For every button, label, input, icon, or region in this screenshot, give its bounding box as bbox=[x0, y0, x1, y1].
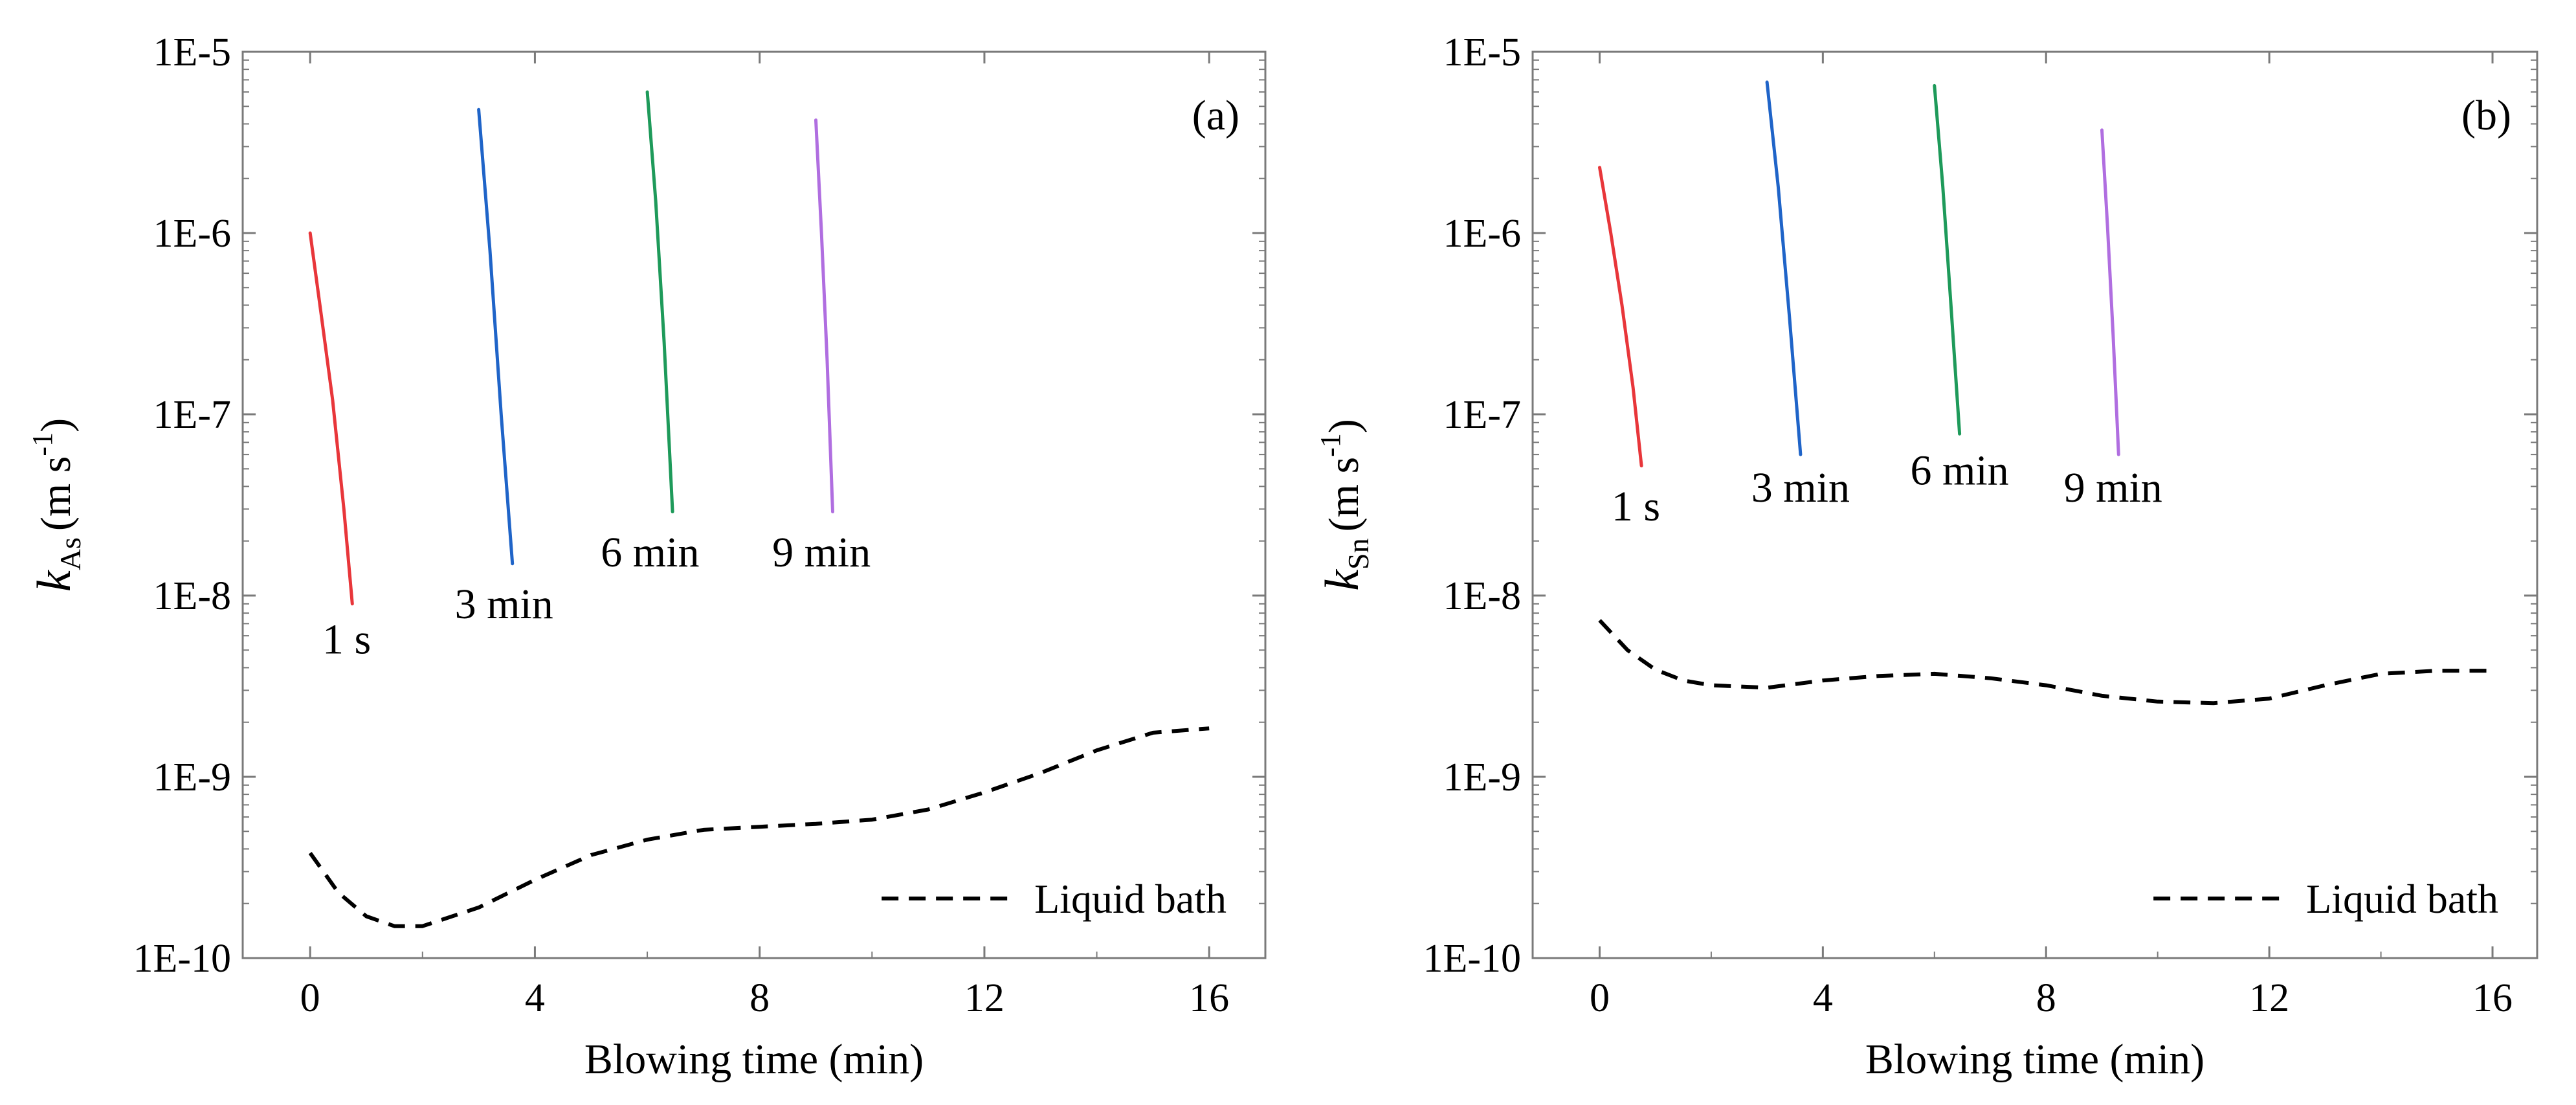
panel-a-y-tick-label: 1E-6 bbox=[153, 212, 231, 256]
panel-b-y-axis-title: kSn(m s-1) bbox=[1315, 419, 1375, 591]
panel-a-legend: Liquid bath bbox=[882, 876, 1227, 922]
panel-a-series-9-min bbox=[814, 118, 834, 513]
panel-b-annotation: 1 s bbox=[1612, 483, 1660, 530]
panel-b-y-tick-label: 1E-7 bbox=[1443, 393, 1521, 437]
panel-a-x-axis-title: Blowing time (min) bbox=[584, 1036, 924, 1083]
panel-b-y-tick-label: 1E-6 bbox=[1443, 212, 1521, 256]
panel-b-series-3-min bbox=[1765, 80, 1803, 456]
panel-b-series-6-min bbox=[1933, 84, 1962, 436]
panel-b-plot-frame bbox=[1531, 50, 2538, 959]
panel-b-y-tick-label: 1E-10 bbox=[1423, 937, 1521, 981]
panel-b-annotation: 6 min bbox=[1911, 447, 2009, 494]
panel-b-series-1-s bbox=[1598, 166, 1643, 467]
panel-b-x-axis-title: Blowing time (min) bbox=[1865, 1036, 2204, 1083]
panel-b-y-tick-label: 1E-8 bbox=[1443, 574, 1521, 618]
panel-a-x-tick-label: 16 bbox=[1189, 976, 1229, 1020]
panel-a-annotation: 1 s bbox=[322, 616, 371, 663]
panel-a-y-tick-label: 1E-5 bbox=[153, 30, 231, 74]
panel-b-x-tick-label: 4 bbox=[1813, 976, 1833, 1020]
panel-b-annotation: 3 min bbox=[1751, 464, 1850, 511]
panel-a-x-tick-label: 12 bbox=[964, 976, 1005, 1020]
panel-b-annotation: 9 min bbox=[2064, 464, 2162, 511]
panel-a-series-1-s bbox=[308, 231, 354, 606]
panel-a-x-tick-label: 0 bbox=[300, 976, 320, 1020]
panel-a-y-axis-title: kAs(m s-1) bbox=[27, 418, 87, 592]
panel-b-x-tick-label: 0 bbox=[1590, 976, 1610, 1020]
panel-a-annotation: 9 min bbox=[772, 529, 871, 576]
panel-a-annotation: 3 min bbox=[455, 581, 553, 628]
panel-a-series-6-min bbox=[645, 90, 674, 513]
panel-a-y-tick-label: 1E-7 bbox=[153, 393, 231, 437]
panel-b-series-liquid-bath bbox=[1598, 619, 2493, 706]
panel-a-series-liquid-bath bbox=[308, 726, 1210, 928]
panel-b-series-9-min bbox=[2100, 128, 2120, 456]
panel-a-series-3-min bbox=[477, 107, 515, 566]
panel-a-y-tick-label: 1E-10 bbox=[133, 937, 231, 981]
panel-a-legend-label: Liquid bath bbox=[1034, 876, 1227, 922]
panel-b-x-tick-label: 12 bbox=[2249, 976, 2289, 1020]
panel-a-plot-frame bbox=[241, 50, 1267, 959]
panel-b-y-tick-label: 1E-5 bbox=[1443, 30, 1521, 74]
panel-a-annotation: 6 min bbox=[601, 529, 699, 576]
panel-a-y-tick-label: 1E-8 bbox=[153, 574, 231, 618]
panel-a-x-tick-label: 4 bbox=[525, 976, 545, 1020]
panel-b-y-tick-label: 1E-9 bbox=[1443, 755, 1521, 799]
panel-b-legend-label: Liquid bath bbox=[2306, 876, 2498, 922]
panel-b-panel-label: (b) bbox=[2461, 92, 2511, 139]
panel-a-x-tick-label: 8 bbox=[749, 976, 770, 1020]
panel-a: 0 4 8 12 16 1E-10 1E-9 1E-8 1E-7 1E-6 1E-5 Blowing … bbox=[27, 30, 1267, 1083]
panel-a-panel-label: (a) bbox=[1192, 92, 1239, 139]
panel-a-y-tick-label: 1E-9 bbox=[153, 755, 231, 799]
panel-b-x-tick-label: 16 bbox=[2472, 976, 2513, 1020]
panel-b-x-tick-label: 8 bbox=[2036, 976, 2056, 1020]
panel-b-legend: Liquid bath bbox=[2153, 876, 2498, 922]
panel-b: 0 4 8 12 16 1E-10 1E-9 1E-8 1E-7 1E-6 1E-5 Blowing … bbox=[1315, 30, 2538, 1083]
